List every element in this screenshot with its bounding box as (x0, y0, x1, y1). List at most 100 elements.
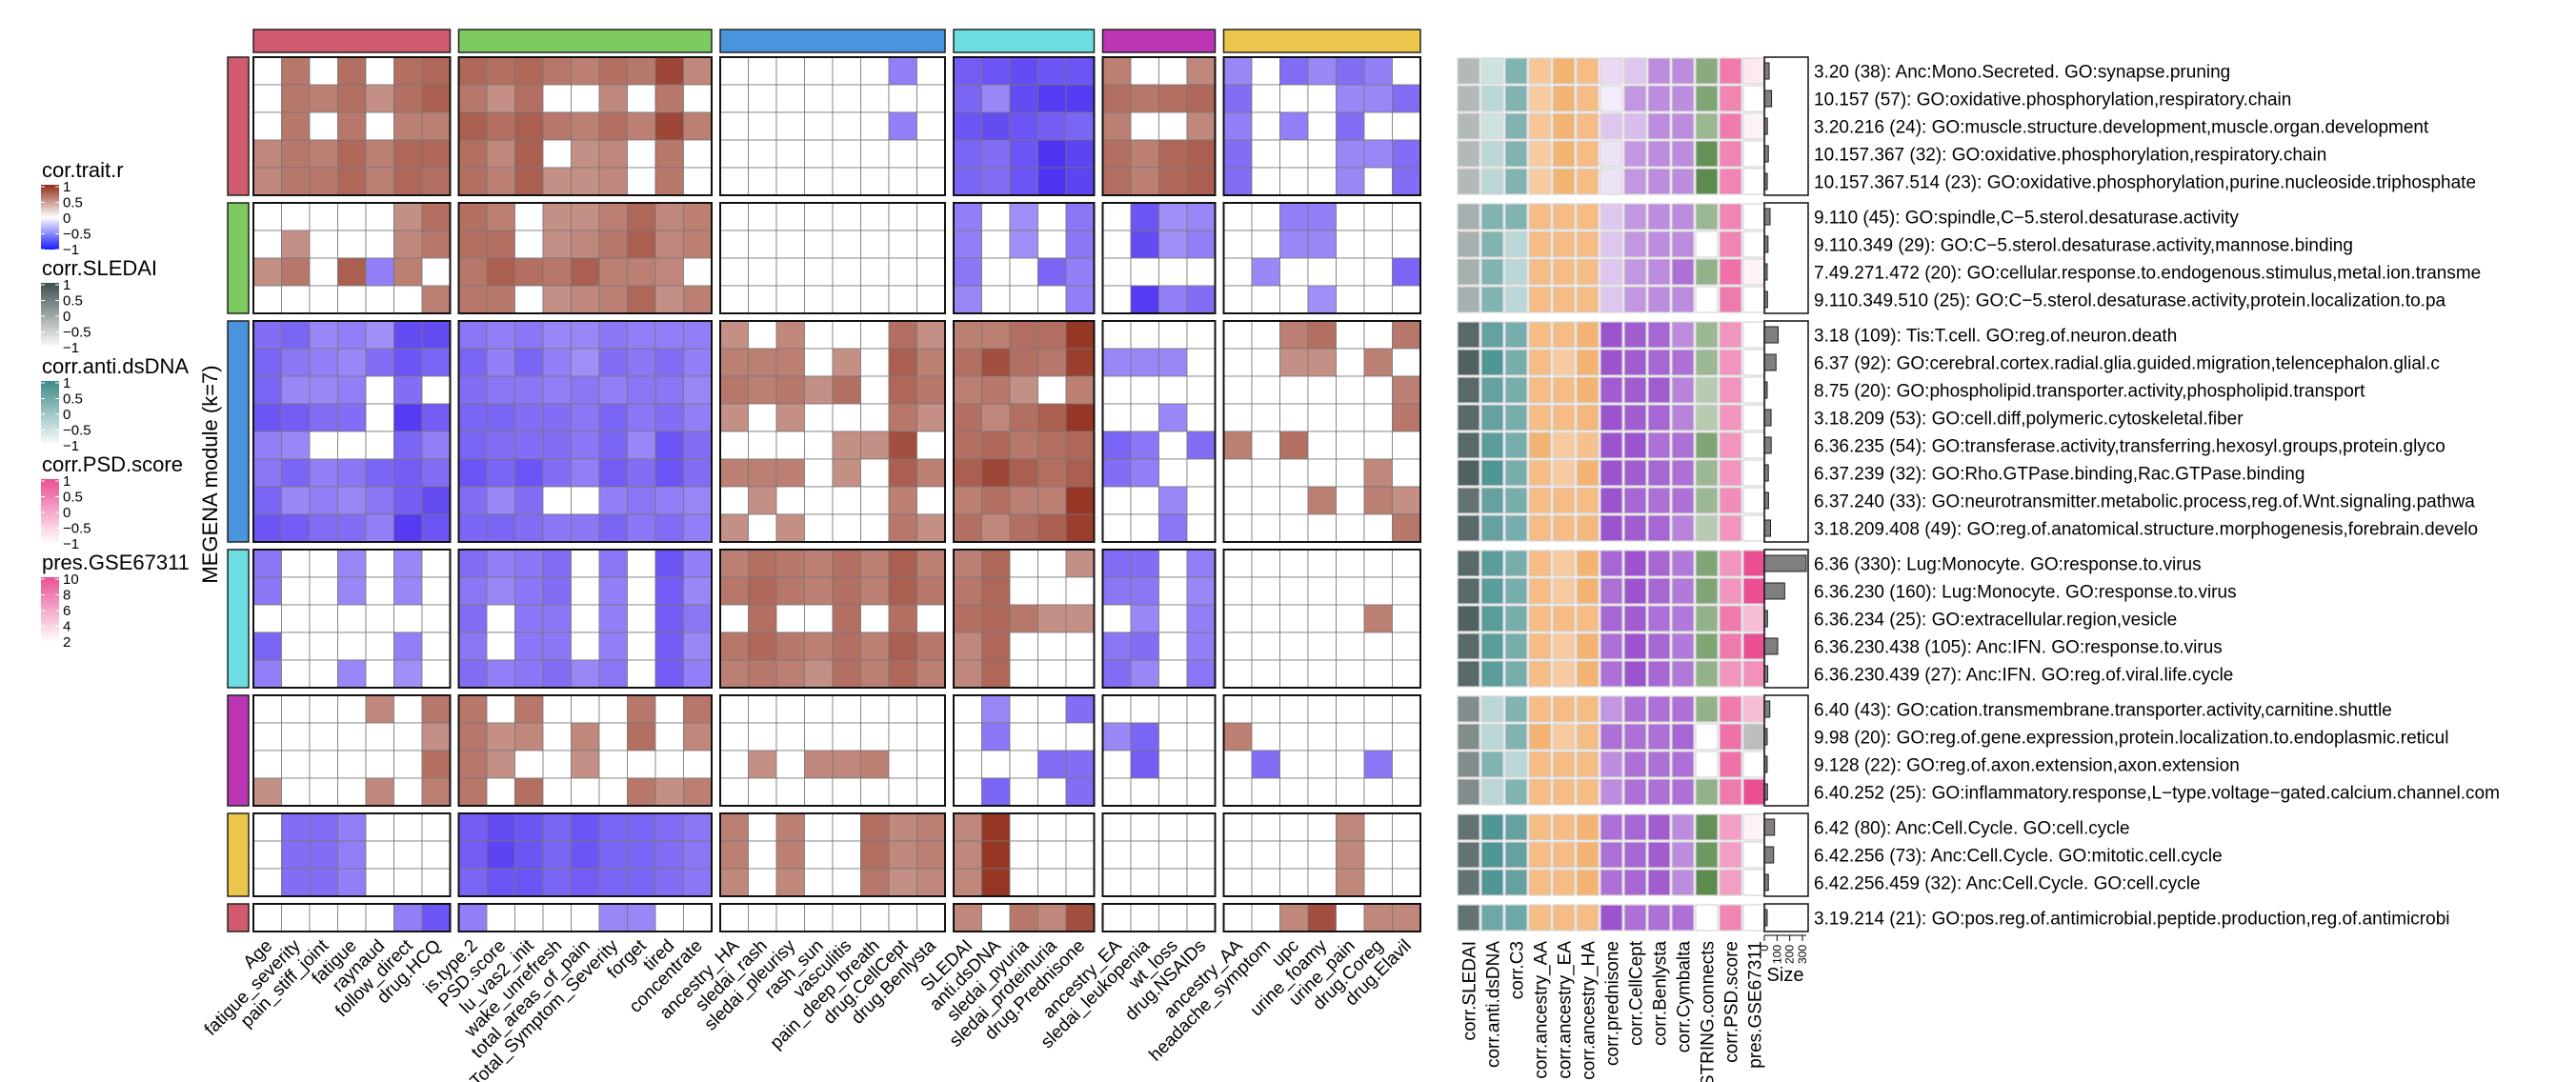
heatmap-cell (421, 604, 451, 633)
heatmap-cell (309, 631, 338, 661)
heatmap-cell (775, 257, 805, 287)
heatmap-cell (421, 167, 451, 196)
heatmap-cell (860, 84, 890, 113)
heatmap-cell (458, 659, 488, 689)
annotation-cell (1671, 904, 1695, 932)
heatmap-cell (1336, 230, 1365, 259)
heatmap-cell (654, 903, 684, 932)
annotation-cell (1647, 230, 1671, 258)
annotation-cell (1742, 841, 1766, 869)
heatmap-cell (1158, 903, 1188, 932)
heatmap-cell (1186, 840, 1216, 870)
heatmap-cell (1363, 348, 1393, 377)
heatmap-cell (365, 375, 394, 405)
annotation-cell (1600, 514, 1623, 542)
heatmap-block-border (719, 56, 946, 196)
heatmap-cell (281, 486, 311, 515)
heatmap-cell (571, 56, 600, 86)
heatmap-cell (1065, 750, 1095, 779)
heatmap-cell (1065, 56, 1095, 86)
heatmap-cell (916, 549, 946, 578)
heatmap-cell (832, 257, 861, 287)
heatmap-cell (1279, 431, 1309, 460)
heatmap-cell (888, 403, 917, 432)
heatmap-cell (1037, 486, 1067, 515)
annotation-cell (1719, 85, 1742, 112)
heatmap-cell (1130, 431, 1159, 460)
heatmap-cell (1336, 812, 1365, 842)
annotation-cell (1457, 376, 1480, 404)
heatmap-cell (775, 111, 805, 141)
heatmap-cell (1009, 458, 1038, 488)
heatmap-cell (337, 576, 367, 606)
heatmap-cell (832, 694, 861, 724)
heatmap-block-border (1222, 56, 1421, 196)
annotation-column-label: corr.ancestry_HA (1580, 941, 1600, 1080)
heatmap-cell (421, 576, 451, 606)
annotation-cell (1504, 841, 1528, 869)
heatmap-cell (627, 458, 656, 488)
heatmap-cell (683, 431, 713, 460)
heatmap-cell (1251, 167, 1280, 196)
heatmap-cell (514, 631, 544, 661)
annotation-cell (1695, 869, 1719, 896)
heatmap-cell (281, 285, 311, 314)
heatmap-cell (252, 694, 282, 724)
heatmap-cell (1307, 230, 1337, 259)
heatmap-cell (421, 257, 451, 287)
heatmap-cell (981, 840, 1011, 870)
heatmap-cell (542, 777, 572, 807)
annotation-cell (1504, 258, 1528, 286)
heatmap-cell (953, 202, 982, 231)
heatmap-cell (804, 840, 834, 870)
heatmap-cell (627, 513, 656, 543)
heatmap-cell (458, 777, 488, 807)
annotation-cell (1480, 577, 1504, 605)
heatmap-cell (775, 777, 805, 807)
annotation-cell (1552, 660, 1576, 688)
heatmap-cell (1363, 812, 1393, 842)
heatmap-cell (775, 513, 805, 543)
legend: cor.trait.r10.50−0.5−1 (41, 158, 124, 258)
annotation-cell (1552, 140, 1576, 168)
legend-colorbar (41, 381, 59, 446)
annotation-cell (1623, 841, 1647, 869)
heatmap-cell (888, 348, 917, 377)
heatmap-cell (1279, 903, 1309, 932)
heatmap-cell (1130, 513, 1159, 543)
annotation-cell (1671, 869, 1695, 896)
heatmap-cell (1186, 777, 1216, 807)
heatmap-cell (252, 111, 282, 141)
heatmap-cell (393, 257, 423, 287)
annotation-cell (1719, 140, 1742, 168)
heatmap-cell (888, 230, 917, 259)
heatmap-cell (832, 549, 861, 578)
annotation-cell (1457, 404, 1480, 431)
annotation-cell (1671, 841, 1695, 869)
annotation-cell (1504, 321, 1528, 349)
annotation-cell (1671, 695, 1695, 723)
heatmap-cell (571, 285, 600, 314)
size-bar (1763, 818, 1776, 836)
legend-tick-label: 1 (63, 179, 70, 195)
heatmap-cell (1223, 513, 1253, 543)
heatmap-cell (393, 722, 423, 751)
legend-tick-label: 0 (63, 210, 70, 227)
annotation-cell (1719, 286, 1742, 313)
heatmap-cell (832, 458, 861, 488)
heatmap-block-border (719, 812, 946, 897)
heatmap-cell (1223, 576, 1253, 606)
annotation-cell (1742, 376, 1766, 404)
annotation-cell (1671, 349, 1695, 376)
heatmap-cell (514, 458, 544, 488)
annotation-column-label: STRING.connects (1699, 941, 1719, 1082)
heatmap-cell (981, 202, 1011, 231)
heatmap-cell (1130, 694, 1159, 724)
row-label: 7.49.271.472 (20): GO:cellular.response.… (1814, 264, 2481, 284)
heatmap-cell (775, 903, 805, 932)
heatmap-cell (1279, 320, 1309, 350)
heatmap-cell (1392, 549, 1421, 578)
annotation-cell (1457, 140, 1480, 168)
heatmap-cell (981, 458, 1011, 488)
heatmap-cell (514, 56, 544, 86)
